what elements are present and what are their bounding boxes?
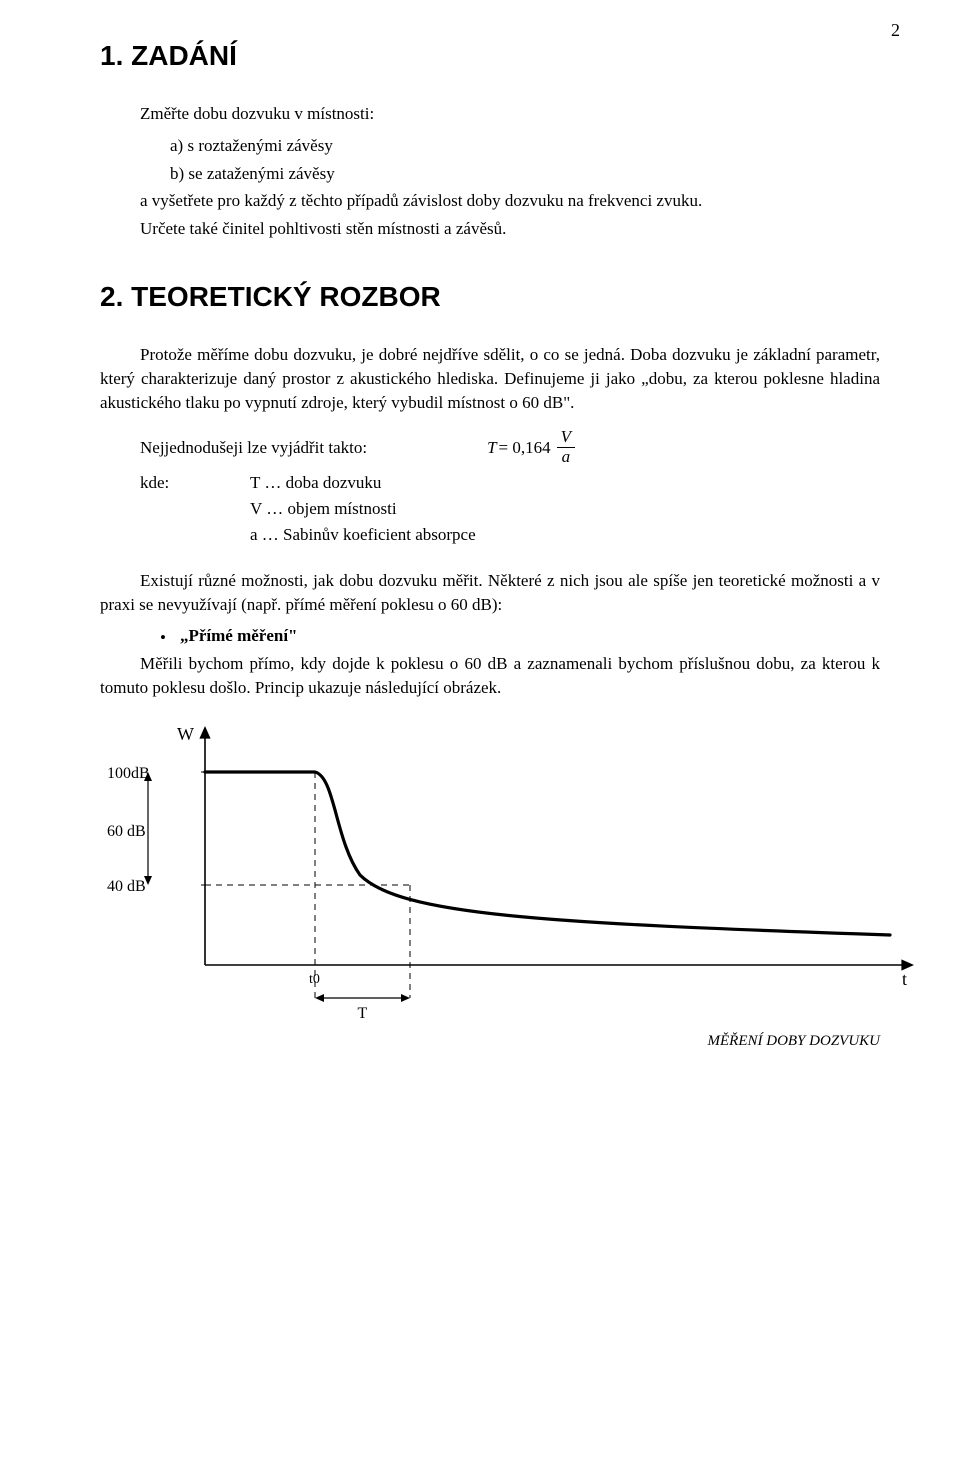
bullet-body: Měřili bychom přímo, kdy dojde k poklesu… <box>100 652 880 700</box>
section2-title: 2. TEORETICKÝ ROZBOR <box>100 281 880 313</box>
task-follow2: Určete také činitel pohltivosti stěn mís… <box>140 217 880 241</box>
svg-text:40 dB: 40 dB <box>107 878 146 895</box>
task-item-a: a) s roztaženými závěsy <box>170 134 880 158</box>
formula-denominator: a <box>558 448 575 467</box>
where-a: a … Sabinův koeficient absorpce <box>250 525 476 545</box>
page-number: 2 <box>891 20 900 41</box>
where-row-a: a … Sabinův koeficient absorpce <box>140 525 880 545</box>
formula-lhs: T <box>487 438 496 458</box>
svg-text:T: T <box>358 1005 368 1020</box>
where-V: V … objem místnosti <box>250 499 397 519</box>
svg-text:100dB: 100dB <box>107 765 150 782</box>
task-follow1: a vyšetřete pro každý z těchto případů z… <box>140 189 880 213</box>
formula: T = 0,164 V a <box>487 428 575 466</box>
task-lead: Změřte dobu dozvuku v místnosti: <box>140 102 880 126</box>
bullet-item: • „Přímé měření" <box>160 626 880 650</box>
svg-text:t: t <box>902 969 907 989</box>
task-item-b: b) se zataženými závěsy <box>170 162 880 186</box>
footer-text: MĚŘENÍ DOBY DOZVUKU <box>100 1033 880 1050</box>
decay-chart: Wt100dB60 dB40 dBt0T <box>100 720 880 1025</box>
bullet-dot-icon: • <box>160 626 166 650</box>
formula-row: Nejjednodušeji lze vyjádřit takto: T = 0… <box>140 428 880 466</box>
bullet-title: „Přímé měření" <box>180 626 298 646</box>
formula-eq: = 0,164 <box>499 438 551 458</box>
svg-text:W: W <box>177 724 194 744</box>
section1-title: 1. ZADÁNÍ <box>100 40 880 72</box>
where-T: T … doba dozvuku <box>250 473 381 493</box>
decay-chart-svg: Wt 100dB 60 dB 40 dB t0 T <box>100 720 920 1020</box>
where-row-V: V … objem místnosti <box>140 499 880 519</box>
theory-p2: Existují různé možnosti, jak dobu dozvuk… <box>100 569 880 617</box>
where-label: kde: <box>140 473 250 493</box>
theory-p1: Protože měříme dobu dozvuku, je dobré ne… <box>100 343 880 414</box>
svg-text:60 dB: 60 dB <box>107 823 146 840</box>
formula-numerator: V <box>557 428 575 448</box>
svg-text:t0: t0 <box>309 972 320 987</box>
formula-lead: Nejjednodušeji lze vyjádřit takto: <box>140 438 367 458</box>
formula-fraction: V a <box>557 428 575 466</box>
where-row-T: kde: T … doba dozvuku <box>140 473 880 493</box>
